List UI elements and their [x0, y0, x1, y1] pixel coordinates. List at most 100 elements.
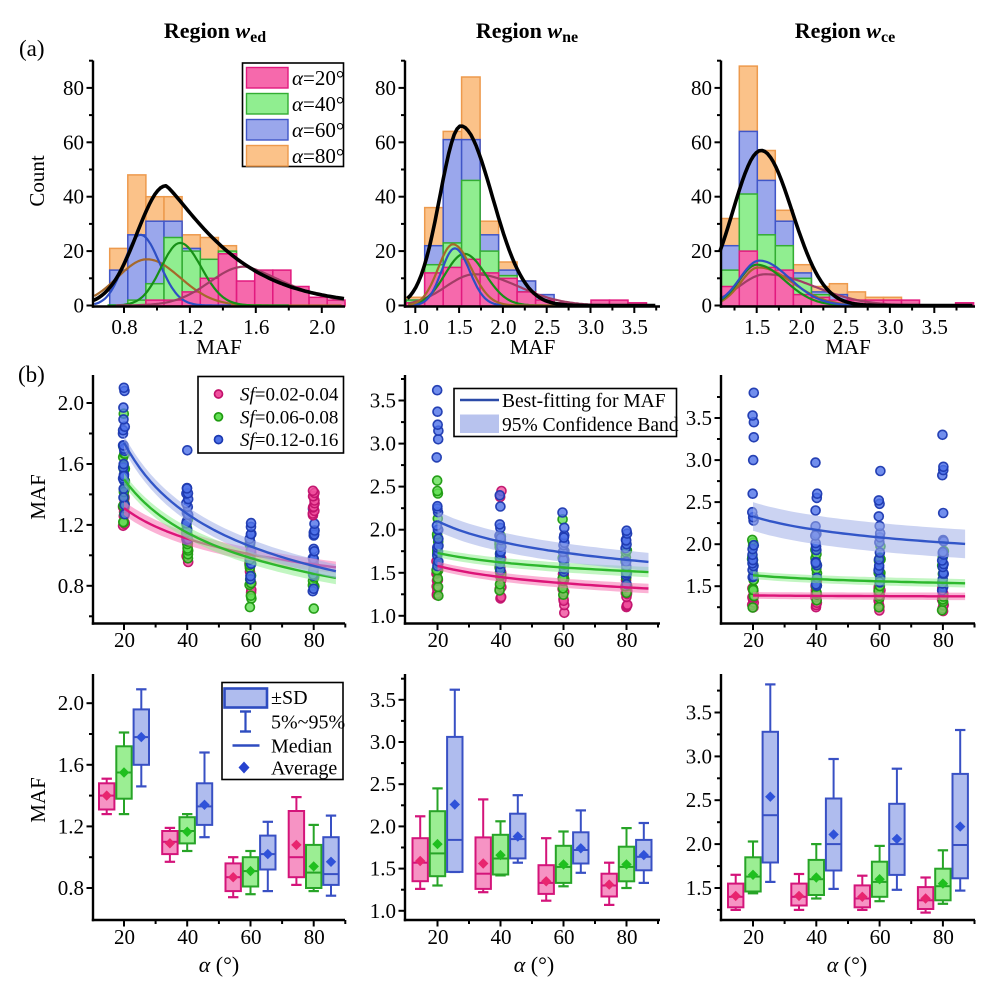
svg-text:40: 40 [375, 185, 396, 209]
svg-text:Average: Average [271, 758, 337, 780]
svg-text:80: 80 [63, 76, 84, 100]
svg-text:1.5: 1.5 [370, 857, 396, 881]
svg-text:Region wed: Region wed [164, 18, 266, 46]
svg-text:1.2: 1.2 [177, 315, 203, 339]
svg-text:2.5: 2.5 [370, 475, 396, 499]
svg-text:3.0: 3.0 [686, 744, 712, 768]
svg-text:20: 20 [114, 925, 135, 949]
svg-text:1.5: 1.5 [686, 876, 712, 900]
svg-text:80: 80 [617, 925, 638, 949]
svg-text:Sf=0.06-0.08: Sf=0.06-0.08 [240, 407, 338, 428]
svg-text:3.5: 3.5 [686, 406, 712, 430]
svg-text:2.0: 2.0 [490, 315, 516, 339]
svg-text:3.0: 3.0 [686, 448, 712, 472]
svg-text:Sf=0.02-0.04: Sf=0.02-0.04 [240, 385, 339, 406]
svg-text:20: 20 [114, 628, 135, 652]
svg-text:1.0: 1.0 [403, 315, 429, 339]
svg-text:MAF: MAF [825, 335, 871, 359]
svg-text:0.8: 0.8 [58, 574, 84, 598]
svg-text:3.0: 3.0 [877, 315, 903, 339]
svg-text:2.0: 2.0 [370, 814, 396, 838]
svg-text:1.5: 1.5 [370, 561, 396, 585]
svg-text:Region wce: Region wce [795, 18, 895, 46]
svg-text:1.6: 1.6 [58, 753, 84, 777]
svg-text:1.6: 1.6 [58, 452, 84, 476]
svg-text:(a): (a) [19, 36, 45, 61]
svg-text:3.5: 3.5 [370, 688, 396, 712]
svg-text:2.0: 2.0 [58, 691, 84, 715]
svg-text:α (°): α (°) [827, 952, 868, 977]
svg-text:0: 0 [386, 294, 397, 318]
svg-text:3.0: 3.0 [578, 315, 604, 339]
svg-text:1.0: 1.0 [370, 604, 396, 628]
svg-text:80: 80 [933, 925, 954, 949]
svg-text:3.0: 3.0 [370, 432, 396, 456]
svg-text:MAF: MAF [26, 474, 50, 520]
svg-text:2.0: 2.0 [788, 315, 814, 339]
svg-text:40: 40 [491, 925, 512, 949]
svg-text:60: 60 [554, 925, 575, 949]
svg-text:60: 60 [691, 130, 712, 154]
svg-text:40: 40 [177, 628, 198, 652]
svg-text:α (°): α (°) [514, 952, 555, 977]
svg-text:40: 40 [806, 628, 827, 652]
svg-text:1.5: 1.5 [686, 574, 712, 598]
svg-text:2.0: 2.0 [309, 315, 335, 339]
svg-text:2.0: 2.0 [58, 391, 84, 415]
svg-text:2.5: 2.5 [370, 772, 396, 796]
svg-text:α=60°: α=60° [292, 118, 344, 142]
svg-text:80: 80 [691, 76, 712, 100]
svg-text:40: 40 [691, 185, 712, 209]
svg-text:1.2: 1.2 [58, 814, 84, 838]
svg-text:Sf=0.12-0.16: Sf=0.12-0.16 [240, 430, 338, 451]
svg-text:80: 80 [375, 76, 396, 100]
svg-text:3.0: 3.0 [370, 730, 396, 754]
svg-text:MAF: MAF [26, 777, 50, 823]
svg-text:20: 20 [743, 925, 764, 949]
svg-text:Best-fitting for MAF: Best-fitting for MAF [502, 391, 666, 412]
svg-text:20: 20 [428, 925, 449, 949]
svg-text:Median: Median [271, 736, 332, 758]
svg-text:20: 20 [375, 239, 396, 263]
svg-text:60: 60 [375, 130, 396, 154]
svg-text:1.5: 1.5 [446, 315, 472, 339]
svg-text:40: 40 [806, 925, 827, 949]
svg-text:0.8: 0.8 [58, 876, 84, 900]
svg-text:80: 80 [304, 628, 325, 652]
svg-text:1.0: 1.0 [370, 899, 396, 923]
svg-text:1.6: 1.6 [243, 315, 269, 339]
svg-text:80: 80 [617, 628, 638, 652]
svg-text:0: 0 [74, 294, 85, 318]
svg-text:80: 80 [933, 628, 954, 652]
svg-text:MAF: MAF [196, 335, 242, 359]
svg-text:(b): (b) [18, 362, 45, 387]
svg-text:α=80°: α=80° [292, 144, 344, 168]
svg-text:20: 20 [691, 239, 712, 263]
svg-text:3.5: 3.5 [686, 701, 712, 725]
svg-text:95% Confidence Band: 95% Confidence Band [502, 415, 679, 436]
svg-text:3.5: 3.5 [370, 389, 396, 413]
svg-text:MAF: MAF [510, 335, 556, 359]
svg-text:1.2: 1.2 [58, 513, 84, 537]
svg-text:60: 60 [870, 925, 891, 949]
svg-text:1.5: 1.5 [744, 315, 770, 339]
svg-text:0: 0 [702, 294, 713, 318]
svg-text:α=40°: α=40° [292, 92, 344, 116]
svg-text:5%~95%: 5%~95% [271, 712, 345, 734]
svg-text:40: 40 [491, 628, 512, 652]
svg-text:±SD: ±SD [271, 687, 308, 709]
svg-text:2.0: 2.0 [370, 518, 396, 542]
svg-text:20: 20 [63, 239, 84, 263]
svg-text:60: 60 [554, 628, 575, 652]
svg-text:2.0: 2.0 [686, 832, 712, 856]
svg-text:0.8: 0.8 [111, 315, 137, 339]
svg-text:40: 40 [63, 185, 84, 209]
svg-text:60: 60 [241, 925, 262, 949]
svg-text:60: 60 [63, 130, 84, 154]
svg-text:2.5: 2.5 [686, 788, 712, 812]
svg-text:40: 40 [177, 925, 198, 949]
svg-text:60: 60 [870, 628, 891, 652]
svg-text:2.5: 2.5 [833, 315, 859, 339]
svg-text:α=20°: α=20° [292, 66, 344, 90]
svg-text:3.5: 3.5 [922, 315, 948, 339]
